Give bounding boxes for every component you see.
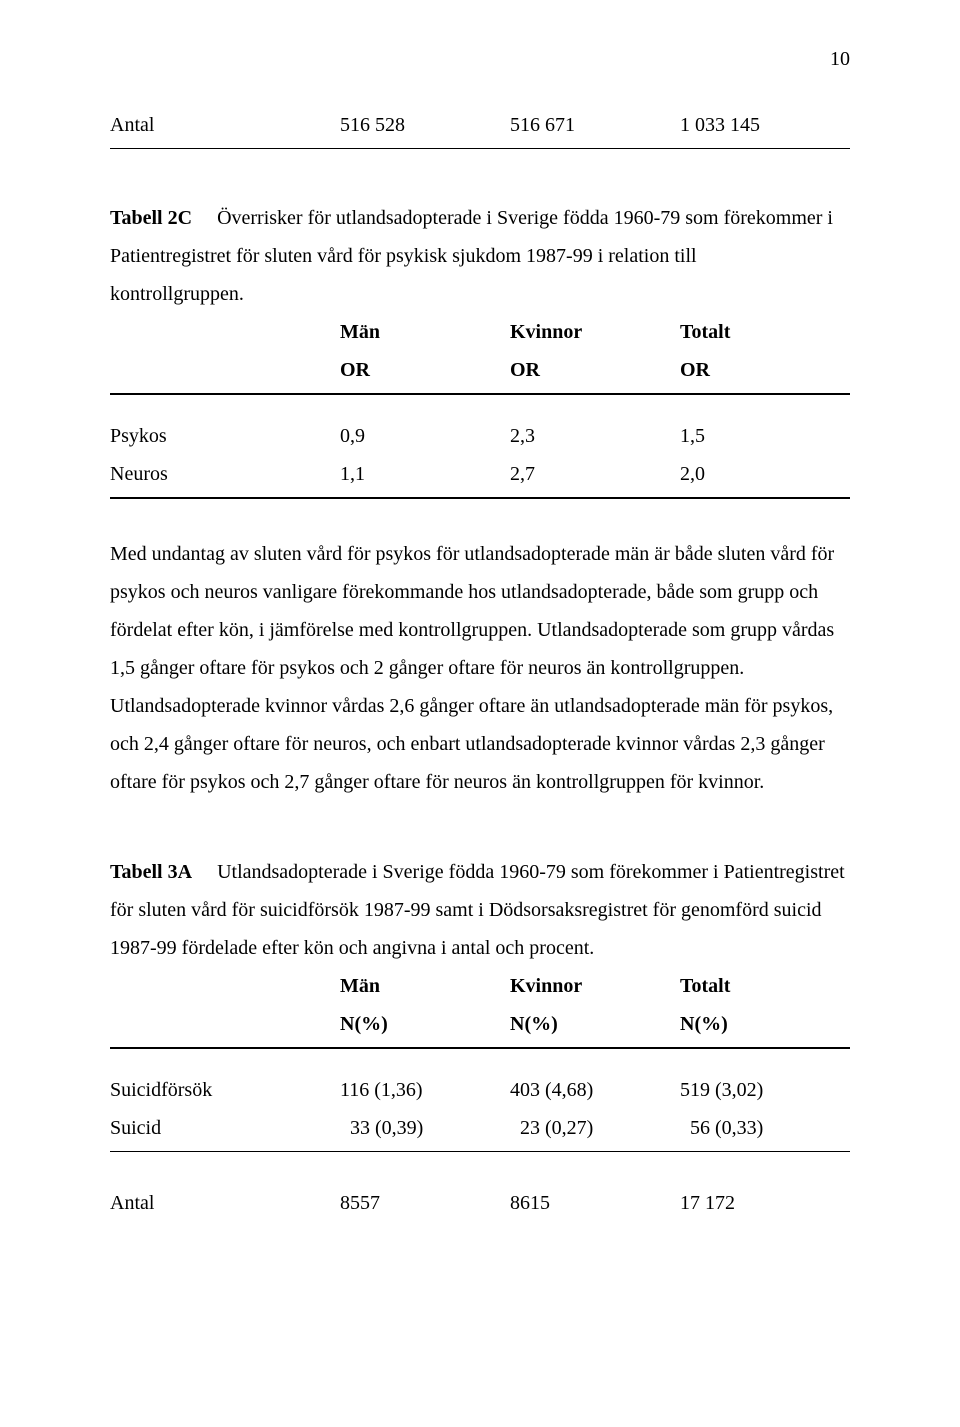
row-v1: 33 (0,39) xyxy=(340,1109,510,1147)
row-v2: 23 (0,27) xyxy=(510,1109,680,1147)
divider xyxy=(110,393,850,395)
space xyxy=(197,861,217,883)
empty xyxy=(110,967,340,1005)
antal-top-v2: 516 671 xyxy=(510,106,680,144)
divider xyxy=(110,1151,850,1152)
row-v1: 116 (1,36) xyxy=(340,1071,510,1109)
row-v1: 1,1 xyxy=(340,455,510,493)
tabell-3a: Tabell 3A Utlandsadopterade i Sverige fö… xyxy=(110,853,850,1152)
body-paragraph-1: Med undantag av sluten vård för psykos f… xyxy=(110,535,850,801)
tabell-2c-title-line3: kontrollgruppen. xyxy=(110,275,850,313)
empty xyxy=(110,313,340,351)
tabell-3a-title-line2: för sluten vård för suicidförsök 1987-99… xyxy=(110,891,850,929)
antal-top-row: Antal 516 528 516 671 1 033 145 xyxy=(110,106,850,144)
antal-bottom-v1: 8557 xyxy=(340,1184,510,1222)
row-label: Suicidförsök xyxy=(110,1071,340,1109)
tabell-2c-subheader: OR OR OR xyxy=(110,351,850,389)
tabell-3a-title-line1: Utlandsadopterade i Sverige födda 1960-7… xyxy=(217,861,845,883)
tabell-2c-h3: Totalt xyxy=(680,313,850,351)
row-v3: 1,5 xyxy=(680,417,850,455)
empty xyxy=(110,351,340,389)
table-row: Suicid 33 (0,39) 23 (0,27) 56 (0,33) xyxy=(110,1109,850,1147)
row-v3: 519 (3,02) xyxy=(680,1071,850,1109)
divider xyxy=(110,148,850,149)
antal-bottom-v3: 17 172 xyxy=(680,1184,850,1222)
tabell-3a-s2: N(%) xyxy=(510,1005,680,1043)
antal-bottom-label: Antal xyxy=(110,1184,340,1222)
row-v2: 2,3 xyxy=(510,417,680,455)
tabell-3a-h2: Kvinnor xyxy=(510,967,680,1005)
tabell-2c: Tabell 2C Överrisker för utlandsadoptera… xyxy=(110,199,850,499)
table-row: Neuros 1,1 2,7 2,0 xyxy=(110,455,850,493)
tabell-3a-subheader: N(%) N(%) N(%) xyxy=(110,1005,850,1043)
page-number: 10 xyxy=(110,40,850,78)
row-v2: 403 (4,68) xyxy=(510,1071,680,1109)
tabell-2c-title-line1: Överrisker för utlandsadopterade i Sveri… xyxy=(217,207,833,229)
antal-top-table: Antal 516 528 516 671 1 033 145 xyxy=(110,106,850,149)
row-label: Psykos xyxy=(110,417,340,455)
tabell-3a-title: Tabell 3A Utlandsadopterade i Sverige fö… xyxy=(110,853,850,891)
tabell-3a-h3: Totalt xyxy=(680,967,850,1005)
tabell-2c-h2: Kvinnor xyxy=(510,313,680,351)
tabell-2c-title: Tabell 2C Överrisker för utlandsadoptera… xyxy=(110,199,850,237)
tabell-3a-header: Män Kvinnor Totalt xyxy=(110,967,850,1005)
tabell-2c-title-line2: Patientregistret för sluten vård för psy… xyxy=(110,237,850,275)
tabell-2c-label: Tabell 2C xyxy=(110,207,192,229)
antal-top-label: Antal xyxy=(110,106,340,144)
divider xyxy=(110,497,850,499)
row-v3: 2,0 xyxy=(680,455,850,493)
table-row: Suicidförsök 116 (1,36) 403 (4,68) 519 (… xyxy=(110,1071,850,1109)
row-v2: 2,7 xyxy=(510,455,680,493)
antal-top-v3: 1 033 145 xyxy=(680,106,850,144)
divider xyxy=(110,1047,850,1049)
antal-bottom-v2: 8615 xyxy=(510,1184,680,1222)
row-v1: 0,9 xyxy=(340,417,510,455)
tabell-2c-s2: OR xyxy=(510,351,680,389)
tabell-2c-h1: Män xyxy=(340,313,510,351)
row-label: Suicid xyxy=(110,1109,340,1147)
tabell-3a-label: Tabell 3A xyxy=(110,861,192,883)
antal-top-v1: 516 528 xyxy=(340,106,510,144)
table-row: Psykos 0,9 2,3 1,5 xyxy=(110,417,850,455)
antal-bottom-row: Antal 8557 8615 17 172 xyxy=(110,1184,850,1222)
tabell-3a-title-line3: 1987-99 fördelade efter kön och angivna … xyxy=(110,929,850,967)
tabell-3a-h1: Män xyxy=(340,967,510,1005)
tabell-2c-s1: OR xyxy=(340,351,510,389)
row-label: Neuros xyxy=(110,455,340,493)
tabell-2c-title-rest xyxy=(197,207,217,229)
tabell-2c-s3: OR xyxy=(680,351,850,389)
tabell-3a-s1: N(%) xyxy=(340,1005,510,1043)
tabell-2c-header: Män Kvinnor Totalt xyxy=(110,313,850,351)
row-v3: 56 (0,33) xyxy=(680,1109,850,1147)
tabell-3a-s3: N(%) xyxy=(680,1005,850,1043)
empty xyxy=(110,1005,340,1043)
